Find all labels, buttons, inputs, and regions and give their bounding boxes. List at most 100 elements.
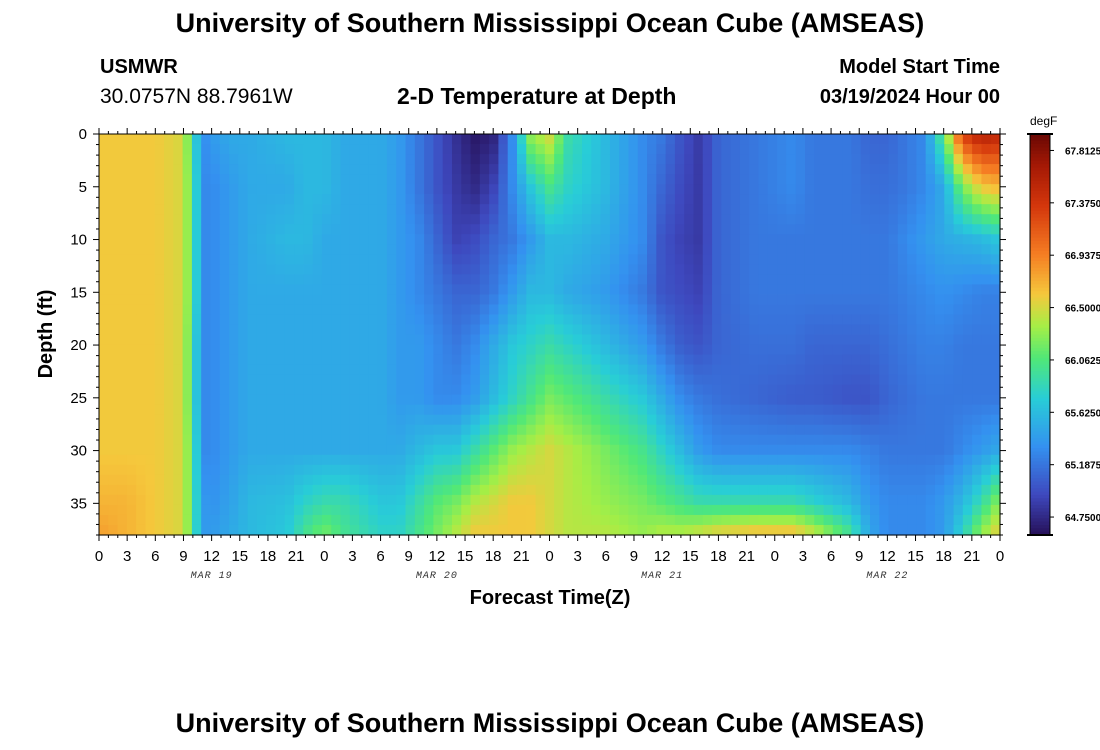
heatmap-cell xyxy=(712,294,722,306)
heatmap-cell xyxy=(275,444,286,456)
heatmap-cell xyxy=(990,414,1001,426)
heatmap-cell xyxy=(405,384,416,396)
heatmap-cell xyxy=(108,404,119,416)
colorbar-segment xyxy=(1030,254,1050,259)
heatmap-cell xyxy=(879,394,890,406)
heatmap-cell xyxy=(516,404,527,416)
heatmap-cell xyxy=(730,464,741,476)
heatmap-cell xyxy=(386,504,397,516)
x-tick-label: 3 xyxy=(123,548,131,565)
heatmap-cell xyxy=(674,214,685,225)
heatmap-cell xyxy=(934,354,945,366)
heatmap-cell xyxy=(544,364,555,376)
heatmap-cell xyxy=(396,214,407,225)
heatmap-cell xyxy=(191,314,202,326)
heatmap-cell xyxy=(201,224,212,235)
heatmap-cell xyxy=(275,464,286,476)
heatmap-cell xyxy=(582,494,592,506)
heatmap-cell xyxy=(619,324,630,336)
heatmap-cell xyxy=(609,444,620,456)
colorbar-segment xyxy=(1030,488,1050,493)
heatmap-cell xyxy=(934,424,945,436)
heatmap-cell xyxy=(303,284,314,296)
heatmap-cell xyxy=(489,184,500,195)
heatmap-cell xyxy=(656,334,667,346)
heatmap-cell xyxy=(907,504,917,516)
heatmap-cell xyxy=(656,354,667,366)
heatmap-cell xyxy=(340,184,351,195)
heatmap-cell xyxy=(897,444,908,456)
heatmap-cell xyxy=(164,214,174,225)
heatmap-cell xyxy=(591,194,602,205)
heatmap-cell xyxy=(424,204,434,215)
heatmap-cell xyxy=(191,474,202,486)
colorbar-segment xyxy=(1030,468,1050,473)
heatmap-cell xyxy=(303,144,314,155)
heatmap-cell xyxy=(498,144,509,155)
heatmap-cell xyxy=(312,294,323,306)
heatmap-cell xyxy=(953,344,964,356)
heatmap-cell xyxy=(684,194,695,205)
heatmap-cell xyxy=(693,164,704,175)
heatmap-cell xyxy=(777,374,787,386)
heatmap-cell xyxy=(145,294,156,306)
heatmap-cell xyxy=(907,234,917,245)
heatmap-cell xyxy=(869,504,880,516)
heatmap-cell xyxy=(229,334,239,346)
heatmap-cell xyxy=(981,144,992,155)
heatmap-cell xyxy=(451,294,462,306)
heatmap-cell xyxy=(461,374,472,386)
heatmap-cell xyxy=(284,464,295,476)
heatmap-cell xyxy=(516,354,527,366)
heatmap-cell xyxy=(136,414,147,426)
heatmap-cell xyxy=(749,404,760,416)
heatmap-cell xyxy=(191,224,202,235)
heatmap-cell xyxy=(544,164,555,175)
heatmap-cell xyxy=(461,404,472,416)
heatmap-cell xyxy=(832,154,843,165)
heatmap-cell xyxy=(814,444,825,456)
heatmap-cell xyxy=(600,354,611,366)
heatmap-cell xyxy=(619,314,630,326)
heatmap-cell xyxy=(777,494,787,506)
colorbar-segment xyxy=(1030,187,1050,192)
heatmap-cell xyxy=(544,244,555,255)
colorbar-segment xyxy=(1030,397,1050,402)
heatmap-cell xyxy=(786,384,797,396)
heatmap-cell xyxy=(674,194,685,205)
heatmap-cell xyxy=(972,134,983,145)
heatmap-cell xyxy=(972,374,983,386)
heatmap-cell xyxy=(386,164,397,175)
heatmap-cell xyxy=(786,204,797,215)
heatmap-cell xyxy=(637,374,648,386)
heatmap-cell xyxy=(359,224,369,235)
heatmap-cell xyxy=(377,394,388,406)
heatmap-cell xyxy=(284,234,295,245)
heatmap-cell xyxy=(767,254,778,265)
heatmap-cell xyxy=(331,434,342,446)
heatmap-cell xyxy=(572,464,583,476)
heatmap-cell xyxy=(879,244,890,255)
heatmap-cell xyxy=(869,494,880,506)
heatmap-cell xyxy=(219,414,230,426)
heatmap-cell xyxy=(154,324,165,336)
heatmap-cell xyxy=(647,404,657,416)
heatmap-cell xyxy=(795,154,806,165)
heatmap-cell xyxy=(563,244,574,255)
heatmap-cell xyxy=(359,154,369,165)
heatmap-cell xyxy=(647,264,657,275)
colorbar-segment xyxy=(1030,458,1050,462)
heatmap-cell xyxy=(693,174,704,185)
heatmap-cell xyxy=(498,494,509,506)
heatmap-cell xyxy=(201,304,212,316)
heatmap-cell xyxy=(359,284,369,296)
heatmap-cell xyxy=(758,354,769,366)
heatmap-cell xyxy=(405,494,416,506)
heatmap-cell xyxy=(340,384,351,396)
heatmap-cell xyxy=(219,234,230,245)
colorbar-segment xyxy=(1030,214,1050,219)
heatmap-cell xyxy=(544,334,555,346)
heatmap-cell xyxy=(535,284,546,296)
heatmap-cell xyxy=(191,204,202,215)
heatmap-cell xyxy=(284,504,295,516)
